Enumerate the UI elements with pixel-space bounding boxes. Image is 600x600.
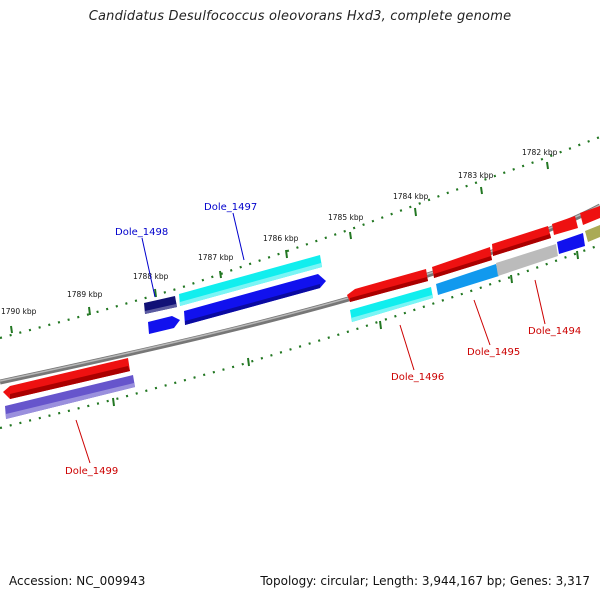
gene-arrow-shade [493,234,551,256]
gene-arrow-shade [434,256,492,278]
gene-arrow-shade [185,284,320,325]
gene-arrow-shade [350,277,428,302]
upper-major-ticks [10,161,549,334]
gene-arrow-shade [6,383,135,419]
gene-arrows [3,206,600,419]
gene-arrow-shade [351,295,433,322]
gene-arrow[interactable] [148,316,180,334]
gene-labels: Dole_1494 Dole_1495 Dole_1496 Dole_1497 … [65,202,581,477]
lower-major-ticks [112,250,579,407]
gene-label-dole-1497[interactable]: Dole_1497 [204,202,257,213]
scale-label: 1790 kbp [1,307,37,316]
gene-label-dole-1494[interactable]: Dole_1494 [528,326,581,337]
genome-summary-text: Topology: circular; Length: 3,944,167 bp… [260,574,590,588]
genome-title: Candidatus Desulfococcus oleovorans Hxd3… [88,9,512,24]
gene-arrow[interactable] [552,216,578,235]
scale-label: 1784 kbp [393,192,429,201]
accession-text: Accession: NC_009943 [9,574,146,588]
gene-arrow-shade [10,366,130,399]
scale-label: 1783 kbp [458,171,494,180]
gene-arrow[interactable] [585,225,600,242]
gene-label-dole-1496[interactable]: Dole_1496 [391,372,444,383]
scale-label: 1789 kbp [67,290,103,299]
gene-arrow-shade [180,263,322,306]
gene-arrow-shade [145,304,177,314]
lower-scale-track [0,243,600,430]
scale-label: 1785 kbp [328,213,364,222]
gene-arrow[interactable] [580,206,600,225]
gene-arrow[interactable] [496,244,558,276]
gene-label-dole-1499[interactable]: Dole_1499 [65,466,118,477]
label-leaders [75,212,546,464]
gene-label-dole-1498[interactable]: Dole_1498 [115,227,168,238]
scale-label: 1782 kbp [522,148,558,157]
gene-arrow[interactable] [557,233,585,254]
gene-label-dole-1495[interactable]: Dole_1495 [467,347,520,358]
gene-arrow[interactable] [436,264,499,295]
scale-label: 1786 kbp [263,234,299,243]
scale-label: 1787 kbp [198,253,234,262]
